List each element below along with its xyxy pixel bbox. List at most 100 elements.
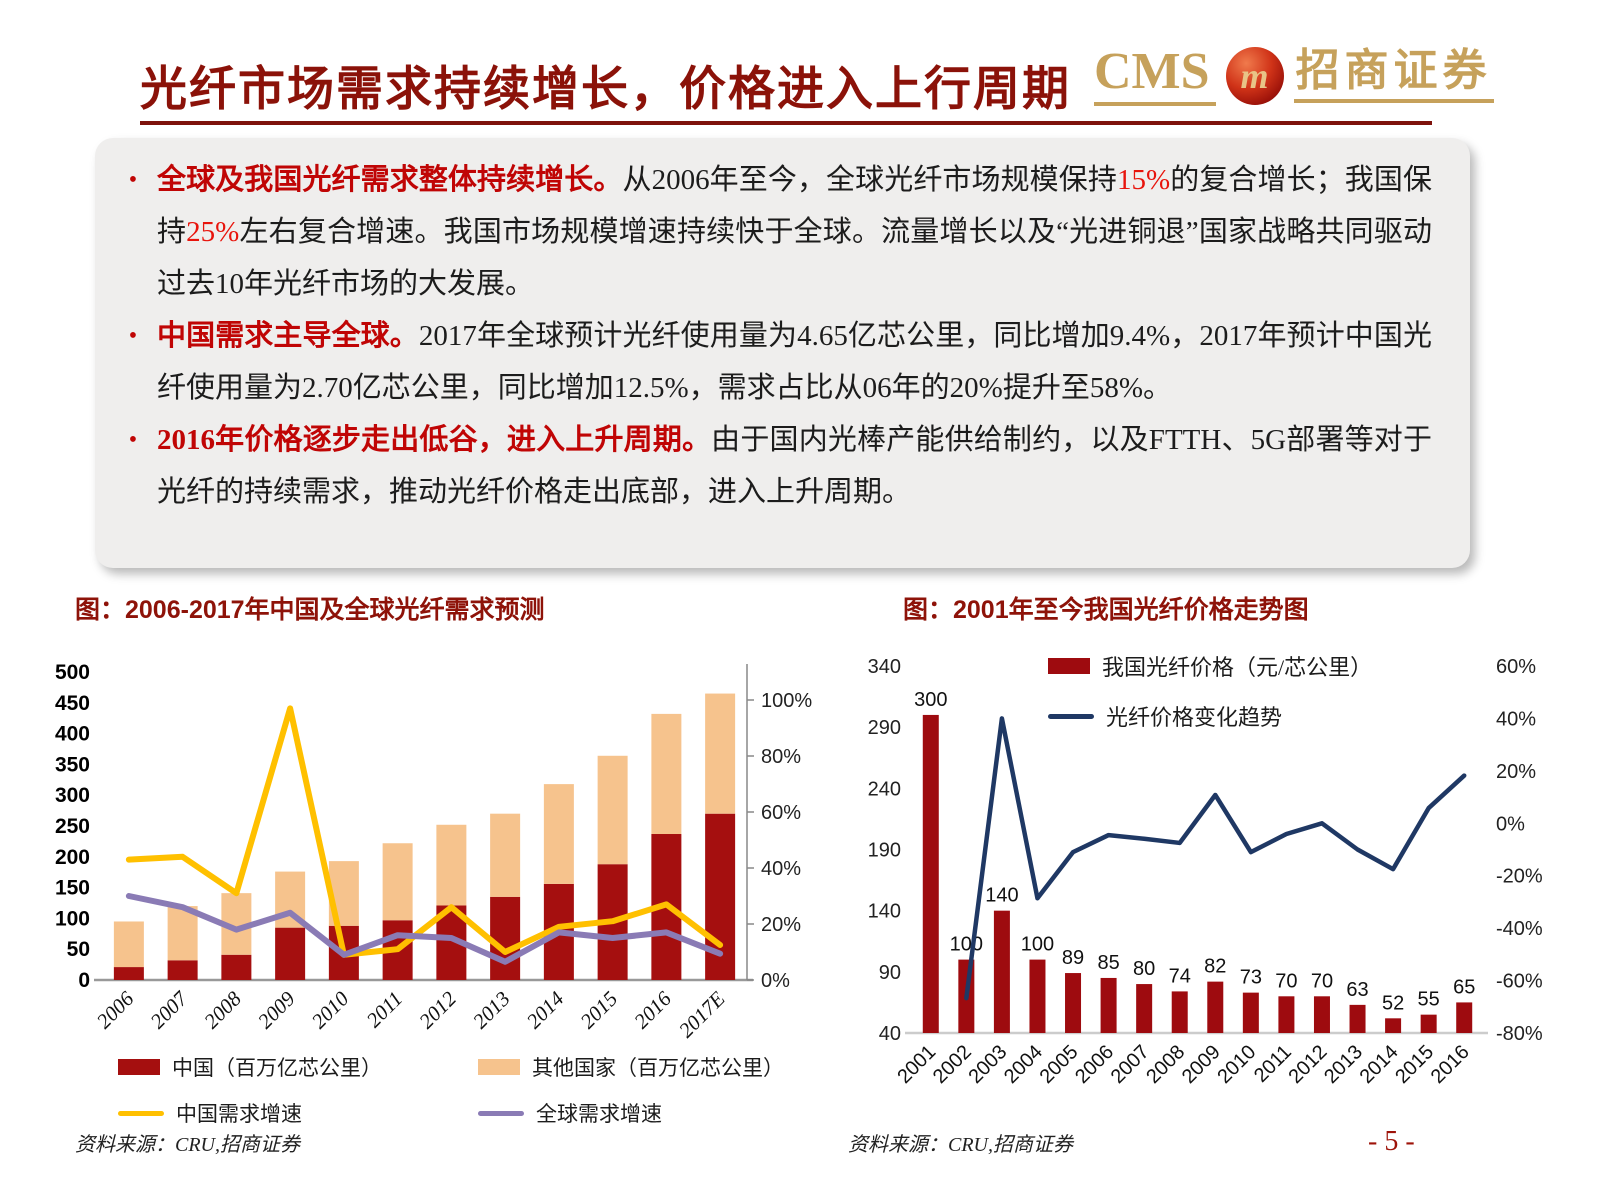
svg-text:-80%: -80% (1496, 1023, 1543, 1045)
svg-text:140: 140 (985, 885, 1018, 907)
svg-text:60%: 60% (761, 802, 801, 824)
svg-text:65: 65 (1453, 976, 1475, 998)
svg-text:350: 350 (55, 753, 90, 776)
bullet-text: 中国需求主导全球。2017年全球预计光纤使用量为4.65亿芯公里，同比增加9.4… (157, 320, 1432, 404)
bullet-item: • 中国需求主导全球。2017年全球预计光纤使用量为4.65亿芯公里，同比增加9.… (109, 310, 1432, 414)
svg-text:100: 100 (950, 934, 983, 956)
svg-text:2001: 2001 (893, 1041, 940, 1088)
svg-text:2008: 2008 (1142, 1041, 1189, 1088)
price-chart-legend: 我国光纤价格（元/芯公里） 光纤价格变化趋势 (1048, 650, 1372, 732)
svg-text:100%: 100% (761, 690, 812, 712)
svg-text:190: 190 (868, 840, 901, 862)
bullet-marker: • (128, 167, 138, 193)
legend-label: 中国需求增速 (176, 1102, 302, 1126)
svg-text:100: 100 (55, 907, 90, 930)
svg-text:2010: 2010 (307, 986, 354, 1033)
svg-text:140: 140 (868, 901, 901, 923)
demand-forecast-chart: 0 50 100 150 200 250 300 350 400 450 500 0% 20% 40% 60… (55, 661, 812, 1042)
bullet-text: 2016年价格逐步走出低谷，进入上升周期。由于国内光棒产能供给制约，以及FTTH… (157, 424, 1432, 508)
svg-text:0%: 0% (761, 970, 790, 992)
price-chart-title: 图：2001年至今我国光纤价格走势图 (903, 596, 1309, 624)
bullet-text: 全球及我国光纤需求整体持续增长。从2006年至今，全球光纤市场规模保持15%的复… (157, 164, 1432, 300)
svg-text:2016: 2016 (629, 986, 676, 1033)
legend-line-swatch (1048, 713, 1094, 719)
summary-box: • 全球及我国光纤需求整体持续增长。从2006年至今，全球光纤市场规模保持15%的… (95, 138, 1470, 568)
legend-item: 中国需求增速 (118, 1098, 448, 1128)
svg-text:80: 80 (1133, 958, 1155, 980)
svg-text:80%: 80% (761, 746, 801, 768)
svg-text:2012: 2012 (414, 986, 461, 1033)
legend-bar-swatch (118, 1059, 160, 1075)
svg-text:2006: 2006 (92, 986, 139, 1033)
bullet-item: • 2016年价格逐步走出低谷，进入上升周期。由于国内光棒产能供给制约，以及FTT… (109, 414, 1432, 518)
svg-text:2010: 2010 (1213, 1041, 1260, 1088)
svg-text:2003: 2003 (964, 1041, 1011, 1088)
svg-text:74: 74 (1169, 965, 1191, 987)
demand-chart-title: 图：2006-2017年中国及全球光纤需求预测 (75, 596, 545, 624)
svg-text:52: 52 (1382, 992, 1404, 1014)
svg-text:0%: 0% (1496, 813, 1525, 835)
svg-text:73: 73 (1240, 967, 1262, 989)
svg-text:2015: 2015 (575, 987, 622, 1034)
svg-text:63: 63 (1346, 979, 1368, 1001)
cms-logo-name: 招商证券 (1293, 49, 1494, 103)
svg-text:240: 240 (868, 778, 901, 800)
svg-text:2007: 2007 (1107, 1041, 1154, 1088)
svg-text:2011: 2011 (362, 987, 408, 1033)
legend-line-swatch (478, 1110, 524, 1116)
legend-item: 我国光纤价格（元/芯公里） (1048, 650, 1372, 682)
svg-text:40%: 40% (761, 858, 801, 880)
legend-item: 光纤价格变化趋势 (1048, 700, 1372, 732)
svg-text:82: 82 (1204, 956, 1226, 978)
svg-text:2012: 2012 (1284, 1041, 1331, 1088)
svg-text:340: 340 (868, 656, 901, 678)
svg-text:0: 0 (78, 969, 90, 992)
svg-text:90: 90 (879, 962, 901, 984)
legend-label: 我国光纤价格（元/芯公里） (1102, 655, 1373, 680)
source-note-left: 资料来源：CRU,招商证券 (75, 1134, 300, 1156)
svg-text:20%: 20% (761, 914, 801, 936)
bullet-marker: • (128, 323, 138, 349)
svg-text:450: 450 (55, 692, 90, 715)
svg-text:89: 89 (1062, 947, 1084, 969)
legend-item: 全球需求增速 (478, 1098, 784, 1128)
cms-logo-icon: m (1225, 47, 1284, 105)
svg-text:2014: 2014 (522, 986, 569, 1033)
svg-text:100: 100 (1021, 934, 1054, 956)
legend-label: 中国（百万亿芯公里） (172, 1056, 382, 1080)
svg-text:2004: 2004 (1000, 1041, 1047, 1088)
svg-text:85: 85 (1097, 952, 1119, 974)
svg-text:-20%: -20% (1496, 866, 1543, 888)
svg-text:2002: 2002 (929, 1041, 976, 1088)
legend-item: 其他国家（百万亿芯公里） (478, 1052, 784, 1082)
source-note-right: 资料来源：CRU,招商证券 (848, 1134, 1073, 1156)
bullet-item: • 全球及我国光纤需求整体持续增长。从2006年至今，全球光纤市场规模保持15%的… (109, 154, 1432, 310)
svg-text:250: 250 (55, 815, 90, 838)
legend-bar-swatch (1048, 658, 1090, 674)
svg-text:-40%: -40% (1496, 918, 1543, 940)
svg-text:200: 200 (55, 846, 90, 869)
svg-text:50: 50 (67, 938, 90, 961)
svg-text:300: 300 (914, 689, 947, 711)
svg-text:2013: 2013 (468, 987, 515, 1034)
svg-text:60%: 60% (1496, 656, 1536, 678)
legend-line-swatch (118, 1110, 164, 1116)
svg-text:400: 400 (55, 723, 90, 746)
cms-logo-abbr: CMS (1094, 46, 1216, 106)
title-underline-rule (140, 121, 1432, 125)
svg-text:2009: 2009 (253, 986, 300, 1033)
legend-bar-swatch (478, 1059, 520, 1075)
page-title: 光纤市场需求持续增长，价格进入上行周期 (140, 64, 1071, 116)
svg-text:2006: 2006 (1071, 1041, 1118, 1088)
bullet-marker: • (128, 427, 138, 453)
svg-text:40: 40 (879, 1023, 901, 1045)
svg-text:300: 300 (55, 784, 90, 807)
svg-text:2015: 2015 (1391, 1041, 1438, 1088)
svg-text:500: 500 (55, 661, 90, 684)
cms-logo: CMS m 招商证券 (1094, 46, 1494, 106)
svg-text:2017E: 2017E (674, 986, 730, 1042)
svg-text:70: 70 (1275, 970, 1297, 992)
legend-item: 中国（百万亿芯公里） (118, 1052, 448, 1082)
svg-text:290: 290 (868, 717, 901, 739)
svg-text:2013: 2013 (1320, 1041, 1367, 1088)
